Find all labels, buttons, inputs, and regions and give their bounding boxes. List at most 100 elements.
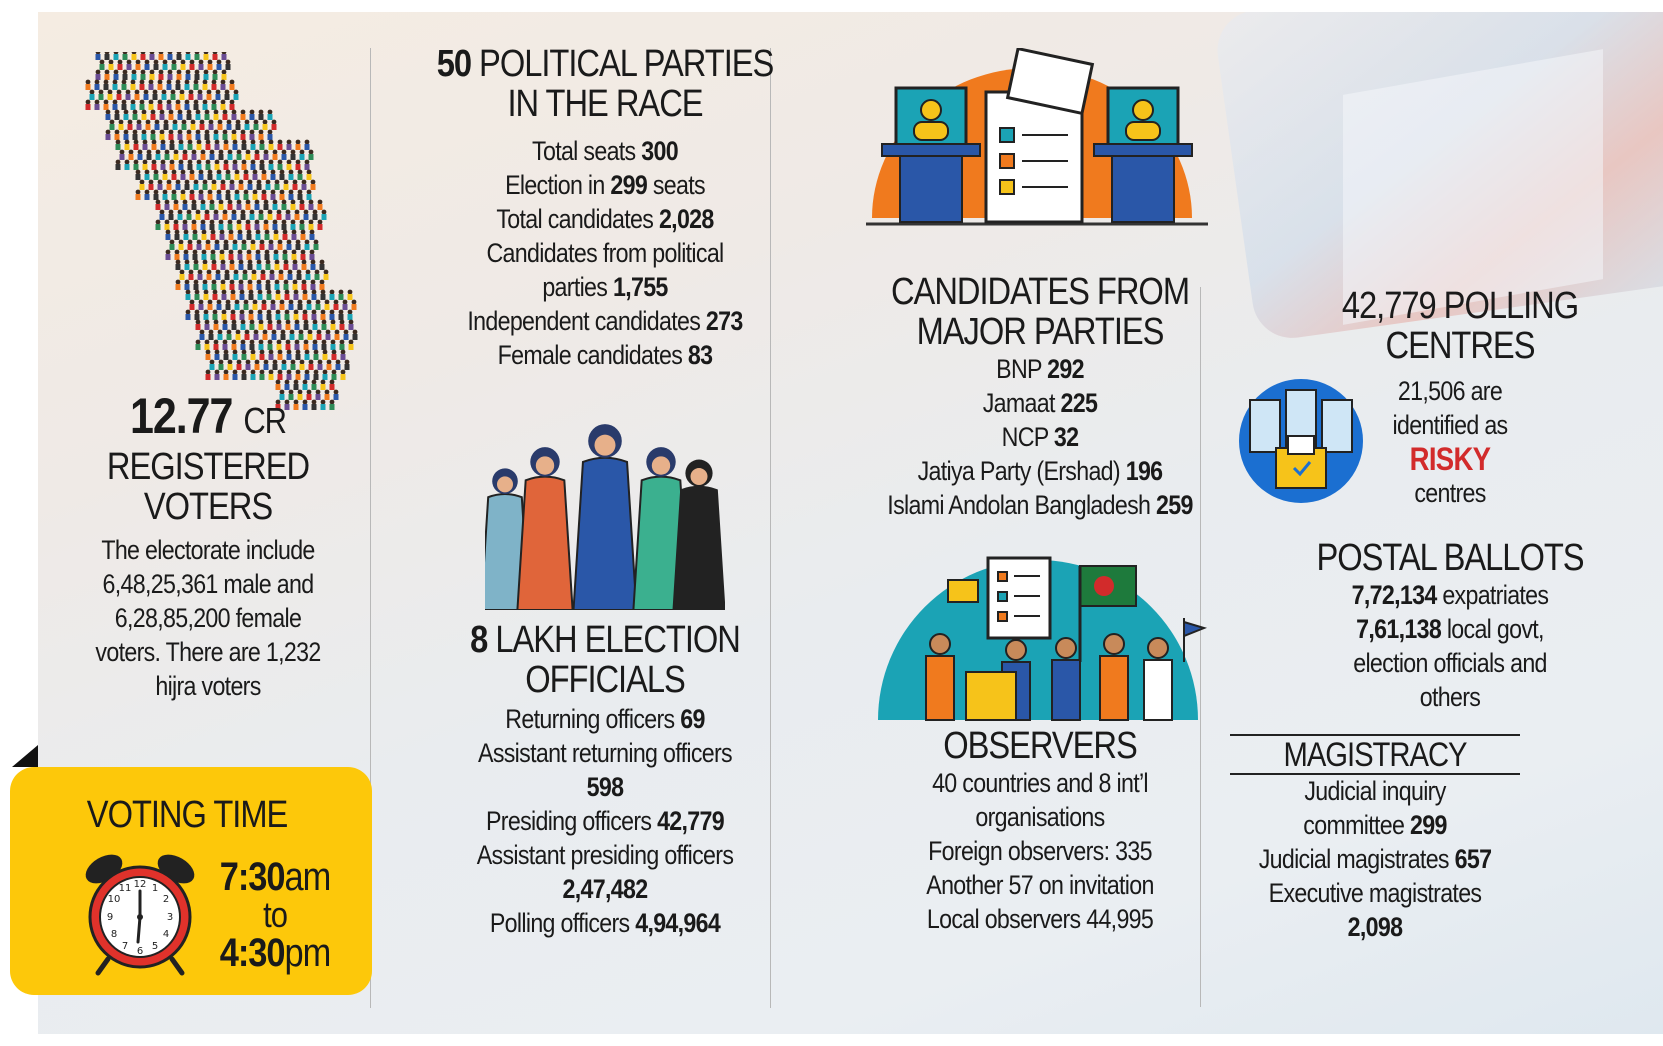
magistracy-line-2: committee 299 [1194,808,1555,842]
stat-value: 299 [610,170,648,200]
stat-row: Candidates from political [424,236,785,270]
risky-line-2: identified as [1392,410,1509,440]
postal-local-label: local govt, [1446,614,1545,644]
observers-block: OBSERVERS 40 countries and 8 int’l organi… [830,726,1250,936]
risky-block: 21,506 are identified as RISKY centres [1360,374,1540,510]
stat-label: Jatiya Party (Ershad) [917,456,1121,486]
major-parties-title-1: CANDIDATES FROM [890,271,1190,313]
stat-row: Election in 299 seats [424,168,785,202]
polling-booth-icon [1239,379,1363,503]
magistracy-judicial-label: Judicial magistrates [1258,844,1450,874]
observer-line: Foreign observers: 335 [928,836,1152,866]
voters-desc-4: voters. There are 1,232 [95,637,321,667]
polling-title-1: 42,779 POLLING [1341,285,1579,327]
voting-end-unit: pm [284,931,332,975]
stat-value: 69 [680,704,705,734]
magistracy-line-1: Judicial inquiry [1304,776,1446,806]
stat-label: Assistant returning officers [478,738,733,768]
officials-title-2: OFFICIALS [525,659,686,701]
postal-expatriates-label: expatriates [1442,580,1549,610]
polling-title-2: CENTRES [1385,325,1536,367]
magistracy-judicial-value: 657 [1454,844,1492,874]
officials-title-text: LAKH ELECTION [495,619,741,661]
officials-block: 8 LAKH ELECTION OFFICIALS Returning offi… [395,620,815,940]
risky-line-4: centres [1414,478,1486,508]
voting-end-time: 4:30 [219,931,286,975]
voters-block: 12.77 CR REGISTERED VOTERS The electorat… [58,390,358,703]
parties-stats-list: Total seats 300 Election in 299 seats Tota… [395,134,815,372]
voters-desc-2: 6,48,25,361 male and [102,569,315,599]
postal-title: POSTAL BALLOTS [1316,537,1584,579]
magistracy-line-4: Executive magistrates [1268,878,1482,908]
stat-value: 196 [1125,456,1163,486]
voting-to: to [263,894,288,935]
stat-value: 259 [1156,490,1193,520]
observer-line: organisations [975,802,1105,832]
voting-start-time: 7:30 [219,855,286,899]
voting-start: 7:30am [202,857,348,897]
major-parties-block: CANDIDATES FROM MAJOR PARTIES BNP 292 Jam… [830,272,1250,522]
stat-label: Candidates from political [486,238,724,268]
stat-row: Total seats 300 [424,134,785,168]
stat-label: Total candidates [496,204,654,234]
stat-value: 300 [641,136,678,166]
parties-title-2: IN THE RACE [507,83,703,125]
stat-row: Independent candidates 273 [424,304,785,338]
voters-desc-5: hijra voters [155,671,261,701]
stat-row: Islami Andolan Bangladesh 259 [859,488,1220,522]
observers-list: 40 countries and 8 int’l organisations For… [830,766,1250,936]
voters-number: 12.77 [129,388,233,444]
stat-value: 225 [1060,388,1098,418]
voters-desc-3: 6,28,85,200 female [114,603,302,633]
stat-label: Jamaat [982,388,1056,418]
voters-title-2: VOTERS [143,486,273,528]
voters-desc-1: The electorate include [101,535,315,565]
stat-row: Presiding officers 42,779 [424,804,785,838]
postal-row-2: 7,61,138 local govt, [1269,612,1630,646]
officials-count: 8 [470,619,488,661]
stat-row: Jamaat 225 [859,386,1220,420]
svg-text:8: 8 [111,929,117,940]
observers-title: OBSERVERS [943,725,1138,767]
svg-text:3: 3 [167,912,173,923]
divider-2 [770,48,771,1008]
voting-time-title: VOTING TIME [86,794,289,836]
stat-row: Assistant returning officers [424,736,785,770]
stat-row: NCP 32 [859,420,1220,454]
parties-title-1: 50 POLITICAL PARTIES [424,44,785,84]
divider-1 [370,48,371,1008]
officials-stats-list: Returning officers 69 Assistant returning… [395,702,815,940]
stat-row: Female candidates 83 [424,338,785,372]
stat-value: 32 [1053,422,1079,452]
risky-line-1: 21,506 are [1397,376,1503,406]
stat-label: parties [542,272,608,302]
parties-title-text: POLITICAL PARTIES [479,43,774,85]
stat-value: 83 [687,340,713,370]
magistracy-rule-bottom [1230,773,1520,775]
stat-row: Total candidates 2,028 [424,202,785,236]
magistracy-inquiry-label: committee [1303,810,1405,840]
stat-value: 4,94,964 [635,908,721,938]
stat-value: 292 [1047,354,1084,384]
svg-text:5: 5 [152,941,158,952]
magistracy-line-3: Judicial magistrates 657 [1194,842,1555,876]
stat-label: Total seats [532,136,636,166]
magistracy-title: MAGISTRACY [1283,736,1467,774]
stat-label: Islami Andolan Bangladesh [887,490,1151,520]
stat-row: Jatiya Party (Ershad) 196 [859,454,1220,488]
magistracy-block: MAGISTRACY Judicial inquiry committee 29… [1165,736,1585,944]
voting-box-tab [12,745,38,767]
voters-number-line: 12.77 CR [79,390,337,447]
voting-time-range: 7:30am to 4:30pm [190,857,360,973]
voting-start-unit: am [284,855,332,899]
stat-suffix: seats [652,170,706,200]
stat-label: Polling officers [489,908,630,938]
debate-podium-illustration [866,48,1208,226]
svg-text:2: 2 [163,894,169,905]
stat-label: BNP [996,354,1042,384]
bangladesh-map-crowd-illustration [85,52,358,410]
postal-row-1: 7,72,134 expatriates [1269,578,1630,612]
stat-value: 42,779 [657,806,725,836]
voters-title-1: REGISTERED [106,446,310,488]
